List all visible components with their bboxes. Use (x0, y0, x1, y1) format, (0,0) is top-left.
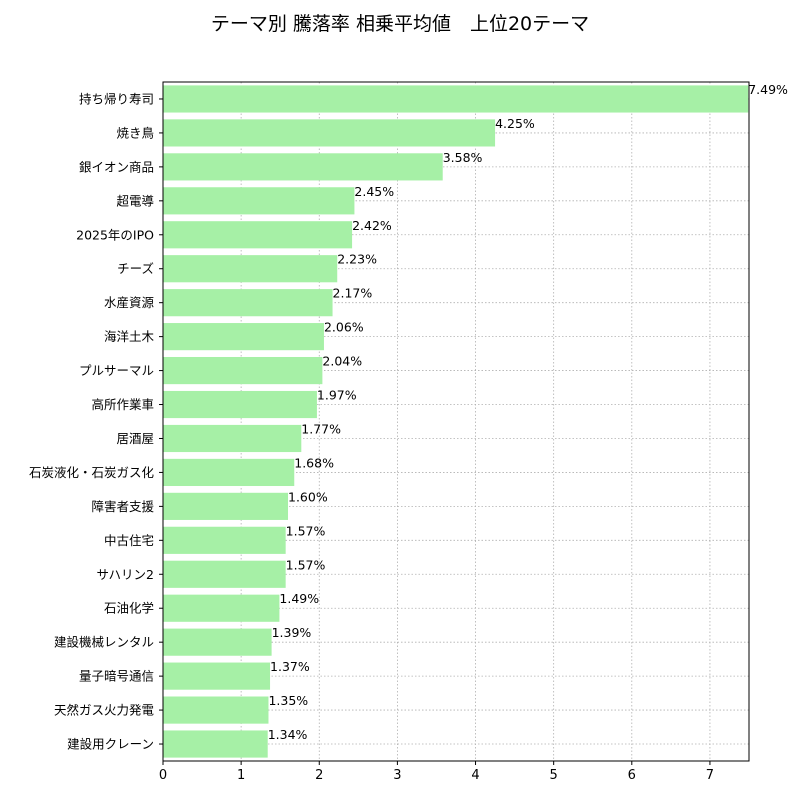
y-tick-label: 石油化学 (104, 601, 154, 616)
bar (163, 560, 286, 588)
bar-value-label: 1.60% (288, 489, 328, 504)
bar (163, 730, 268, 758)
bar-value-label: 1.77% (301, 421, 341, 436)
bar-value-label: 1.49% (279, 591, 319, 606)
bar (163, 458, 295, 487)
x-tick-label: 4 (471, 768, 479, 783)
bar-value-label: 1.97% (317, 388, 357, 403)
x-tick-label: 7 (706, 768, 714, 783)
bar (163, 424, 302, 453)
bar-value-label: 2.04% (322, 354, 362, 369)
bar (163, 662, 271, 690)
y-tick-label: 中古住宅 (104, 533, 154, 548)
y-tick-label: サハリン2 (97, 567, 154, 582)
x-tick-label: 6 (628, 768, 636, 783)
bar-value-label: 1.39% (272, 625, 312, 640)
x-tick-label: 1 (237, 768, 245, 783)
bar-value-label: 7.49% (748, 82, 788, 97)
bar-value-label: 2.42% (352, 218, 392, 233)
bar-value-label: 1.57% (286, 523, 326, 538)
y-tick-label: 量子暗号通信 (79, 669, 154, 684)
bar-value-label: 1.37% (270, 659, 310, 674)
bar-value-label: 3.58% (443, 150, 483, 165)
bar (163, 153, 443, 181)
y-tick-label: 高所作業車 (91, 397, 154, 412)
y-tick-label: 障害者支援 (91, 499, 154, 514)
y-tick-label: 建設機械レンタル (54, 635, 154, 650)
bar-value-label: 1.57% (286, 557, 326, 572)
bar-layer (163, 85, 749, 758)
y-tick-label: 超電導 (116, 193, 154, 208)
bar (163, 221, 353, 249)
bar-value-label: 2.17% (333, 286, 373, 301)
bar-value-label: 2.23% (337, 252, 377, 267)
grid-layer (162, 82, 749, 761)
bar (163, 594, 280, 622)
y-tick-label: 銀イオン商品 (79, 159, 154, 174)
y-tick-label: 海洋土木 (104, 329, 155, 344)
y-tick-label: 天然ガス火力発電 (54, 703, 155, 718)
bar-value-label: 1.34% (268, 727, 308, 742)
y-tick-label: 石炭液化・石炭ガス化 (29, 465, 155, 480)
y-tick-label: 2025年のIPO (76, 227, 154, 242)
y-tick-label: 建設用クレーン (67, 737, 154, 752)
value-label-layer: 7.49% 4.25% 3.58% 2.45% 2.42% 2.23% 2.17% 2.06%… (268, 82, 788, 742)
bar (163, 492, 289, 520)
x-tick-label-layer: 0 1 2 3 4 5 6 7 (159, 761, 714, 783)
x-tick-label: 2 (315, 768, 323, 783)
x-tick-label: 5 (550, 768, 558, 783)
bar (163, 696, 269, 724)
bar-value-label: 4.25% (495, 116, 535, 131)
y-tick-label: 水産資源 (104, 295, 155, 310)
chart-title: テーマ別 騰落率 相乗平均値 上位20テーマ (211, 13, 589, 35)
bar (163, 289, 333, 317)
bar-value-label: 2.06% (324, 320, 364, 335)
plot-frame (162, 81, 750, 762)
y-tick-label: チーズ (117, 261, 154, 276)
bar (163, 85, 749, 113)
y-tick-label: プルサーマル (79, 363, 154, 378)
y-tick-label: 持ち帰り寿司 (79, 91, 154, 106)
x-tick-label: 0 (159, 768, 167, 783)
bar (163, 187, 355, 215)
bar-value-label: 1.68% (294, 455, 334, 470)
bar (163, 526, 286, 554)
bar (163, 323, 324, 351)
bar (163, 628, 272, 656)
bar (163, 390, 317, 419)
y-tick-label: 居酒屋 (116, 431, 154, 446)
y-tick-label: 焼き鳥 (116, 125, 154, 140)
bar-value-label: 1.35% (268, 693, 308, 708)
bar (163, 119, 496, 147)
bar (163, 356, 323, 385)
x-tick-label: 3 (393, 768, 401, 783)
bar-value-label: 2.45% (354, 184, 394, 199)
bar (163, 255, 338, 283)
